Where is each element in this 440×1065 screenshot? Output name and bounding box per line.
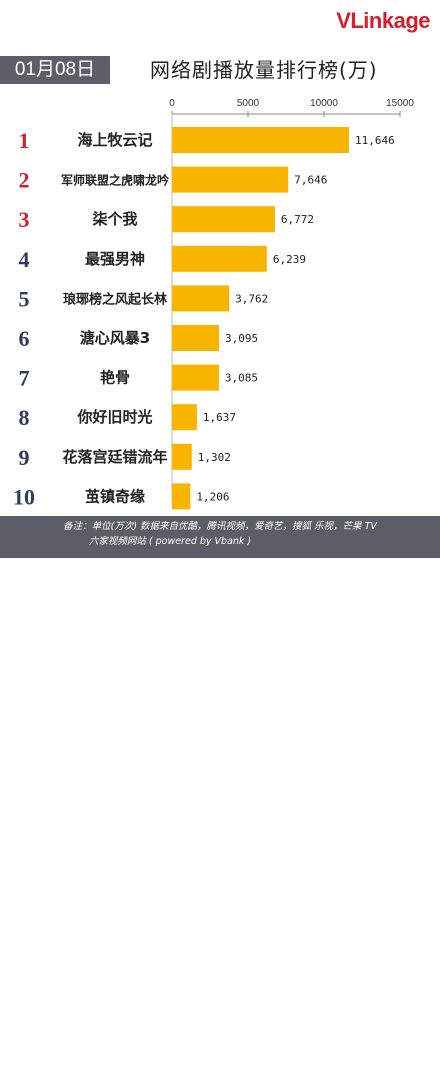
value-label: 1,637: [203, 411, 236, 424]
category-label: 溏心风暴3: [80, 329, 150, 347]
value-label: 11,646: [355, 134, 395, 147]
bar: [172, 127, 350, 153]
category-label: 海上牧云记: [77, 131, 152, 149]
value-label: 3,095: [225, 332, 258, 345]
category-label: 军师联盟之虎啸龙吟: [61, 173, 169, 188]
x-tick-label: 10000: [310, 98, 338, 109]
bar: [172, 285, 230, 312]
value-label: 3,085: [225, 372, 258, 385]
rank-number: 8: [19, 405, 30, 430]
bar-chart: 0 5000 10000 15000 1 海上牧云记 11,646 2 军师联盟之虎啸龙吟 7,…: [13, 98, 414, 510]
rank-number: 6: [19, 326, 30, 351]
category-label: 茧镇奇缘: [85, 487, 145, 505]
rank-number: 10: [13, 484, 35, 509]
value-label: 1,302: [198, 451, 231, 464]
category-label: 柒个我: [92, 210, 137, 228]
bar: [172, 404, 197, 431]
bar: [172, 364, 219, 391]
date-badge: 01月08日: [0, 56, 110, 84]
category-label: 艳骨: [100, 369, 130, 387]
rank-number: 2: [19, 168, 30, 193]
weibo-handle: @Vlinkage: [379, 1052, 432, 1063]
bar: [172, 166, 289, 193]
brand-logo: VLinkage: [336, 8, 430, 33]
chart-rows: 1 海上牧云记 11,646 2 军师联盟之虎啸龙吟 7,646 3 柒个我 6,772 4 最强男…: [13, 127, 395, 510]
rank-number: 9: [19, 445, 30, 470]
footer: 备注：单位(万次) 数据来自优酷，腾讯视频，爱奇艺，搜狐 乐视，芒果 TV 六家…: [0, 516, 440, 1063]
footer-note-line2: 六家视频网站 ( powered by Vbank ): [88, 536, 252, 547]
rank-number: 1: [19, 128, 30, 153]
x-tick-label: 0: [169, 98, 175, 109]
bar: [172, 245, 267, 272]
bar: [172, 206, 275, 233]
category-label: 花落宫廷错流年: [62, 448, 167, 466]
rank-number: 3: [19, 207, 30, 232]
x-tick-label: 5000: [237, 98, 260, 109]
bar: [172, 443, 192, 470]
category-label: 你好旧时光: [76, 408, 152, 426]
rank-number: 7: [19, 366, 30, 391]
value-label: 1,206: [196, 490, 229, 503]
category-label: 琅琊榜之风起长林: [63, 291, 167, 307]
chart-title: 网络剧播放量排行榜(万): [150, 58, 378, 82]
rank-number: 4: [19, 247, 30, 272]
value-label: 6,239: [273, 253, 306, 266]
footer-note-line1: 备注：单位(万次) 数据来自优酷，腾讯视频，爱奇艺，搜狐 乐视，芒果 TV: [63, 521, 377, 532]
bar: [172, 325, 220, 351]
x-tick-label: 15000: [386, 98, 414, 109]
value-label: 7,646: [294, 174, 327, 187]
bar: [172, 483, 191, 510]
rank-number: 5: [19, 286, 30, 311]
category-label: 最强男神: [85, 250, 145, 268]
value-label: 3,762: [235, 292, 268, 305]
value-label: 6,772: [281, 213, 314, 226]
